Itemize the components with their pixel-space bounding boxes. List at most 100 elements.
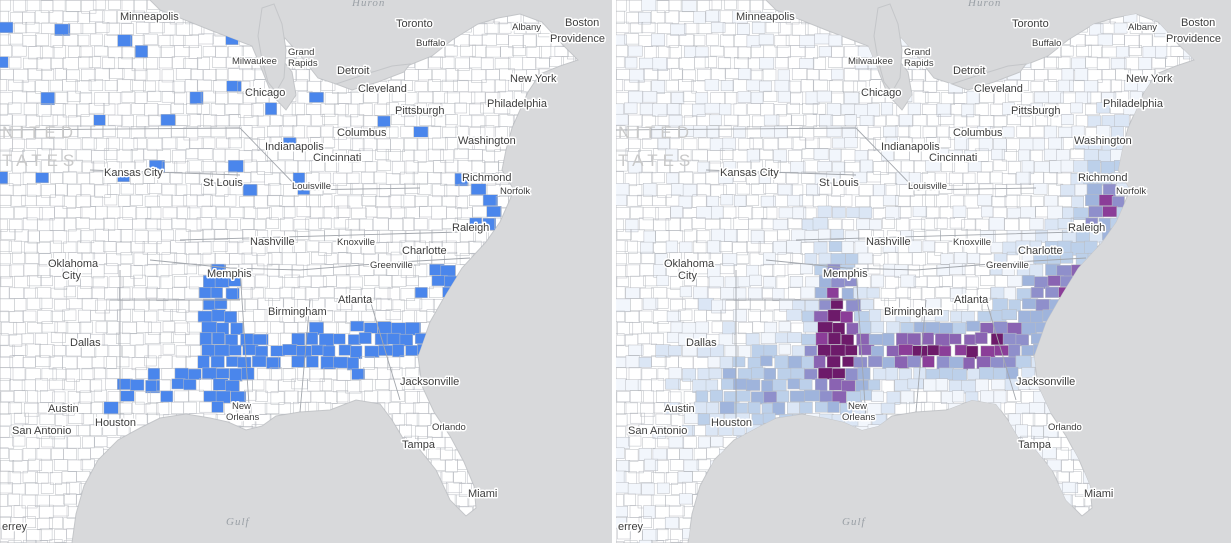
map-left-highlighted-counties[interactable]: NITED TATES Huron Gulf Minneapolis Toronto Buf… <box>0 0 612 543</box>
county <box>350 346 362 359</box>
county <box>800 379 812 390</box>
county <box>199 287 211 298</box>
city-label-charlotte: Charlotte <box>1018 245 1063 257</box>
county <box>804 390 819 401</box>
county <box>694 12 706 24</box>
county <box>1075 68 1088 80</box>
county <box>967 321 980 331</box>
city-label-greenville: Greenville <box>370 260 413 271</box>
county <box>1050 161 1062 173</box>
county <box>805 346 817 356</box>
county <box>118 35 133 47</box>
county <box>935 334 950 347</box>
county <box>793 207 806 219</box>
city-label-nashville: Nashville <box>250 236 295 248</box>
county <box>813 218 828 230</box>
county <box>1085 195 1099 206</box>
county <box>831 254 846 265</box>
county <box>871 275 884 287</box>
county <box>202 345 215 357</box>
county <box>922 356 934 367</box>
county <box>642 0 656 11</box>
county <box>653 449 668 459</box>
county <box>842 127 857 139</box>
county <box>306 333 318 345</box>
city-label-washington: Washington <box>1074 135 1132 147</box>
county <box>1084 149 1098 161</box>
county <box>644 231 656 243</box>
county <box>975 333 987 344</box>
city-label-richmond: Richmond <box>1078 172 1128 184</box>
county <box>814 356 826 369</box>
map-left-canvas: NITEDTATESHuronGulfMinneapolisTorontoBuf… <box>0 0 612 543</box>
county <box>628 484 641 495</box>
county <box>683 369 696 382</box>
county <box>348 335 360 345</box>
county <box>680 242 692 253</box>
county <box>669 346 682 356</box>
county <box>738 92 751 103</box>
county <box>359 333 371 344</box>
county <box>161 391 173 402</box>
county <box>1116 47 1129 58</box>
county <box>966 346 978 359</box>
county <box>873 369 888 380</box>
county <box>800 402 813 413</box>
county <box>804 369 817 380</box>
county <box>950 264 966 275</box>
county <box>815 402 829 412</box>
county <box>657 276 669 286</box>
county <box>148 368 160 380</box>
county <box>672 92 684 103</box>
county <box>832 207 845 218</box>
county <box>1009 344 1021 357</box>
county <box>616 35 627 45</box>
county <box>802 357 815 369</box>
county <box>1008 208 1022 218</box>
county <box>854 357 867 368</box>
county <box>712 206 724 219</box>
county <box>818 322 833 334</box>
county <box>739 345 751 357</box>
county <box>868 380 880 390</box>
city-label-raleigh: Raleigh <box>1068 222 1105 234</box>
city-label-toronto: Toronto <box>396 18 433 30</box>
county <box>955 345 967 356</box>
county <box>881 403 895 413</box>
county <box>1089 206 1104 217</box>
county <box>829 35 842 46</box>
country-label: NITED <box>618 123 694 142</box>
county <box>953 206 966 218</box>
county <box>711 229 724 241</box>
county <box>994 391 1006 403</box>
county <box>1074 161 1088 173</box>
county <box>41 92 55 105</box>
city-label-pittsburgh: Pittsburgh <box>1011 105 1061 117</box>
county <box>828 333 841 345</box>
county <box>993 299 1008 311</box>
county <box>121 391 135 402</box>
city-label-detroit: Detroit <box>337 65 369 77</box>
county <box>913 206 927 216</box>
county <box>827 356 840 368</box>
county <box>130 380 144 391</box>
city-label-columbus: Columbus <box>337 127 387 139</box>
city-label-albany: Albany <box>512 22 541 33</box>
county <box>665 517 679 528</box>
county <box>707 126 719 138</box>
county <box>1088 160 1101 173</box>
county <box>829 241 843 251</box>
county <box>653 104 667 117</box>
county <box>710 390 723 402</box>
county <box>981 207 993 218</box>
county <box>761 356 773 366</box>
county <box>1021 207 1036 219</box>
city-label-new-york: New York <box>510 73 557 85</box>
county <box>1075 184 1087 196</box>
map-right-choropleth[interactable]: NITED TATES Huron Gulf Minneapolis Toronto Buf… <box>616 0 1231 543</box>
city-label-knoxville: Knoxville <box>953 237 991 248</box>
county <box>393 344 405 357</box>
county <box>953 369 967 381</box>
city-label-rapids: Rapids <box>288 58 318 69</box>
